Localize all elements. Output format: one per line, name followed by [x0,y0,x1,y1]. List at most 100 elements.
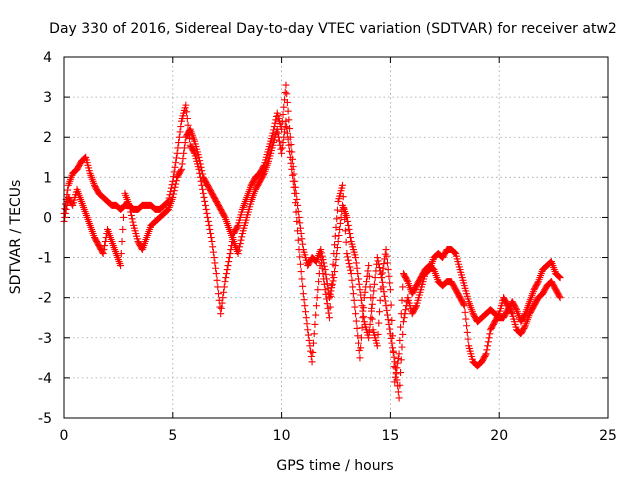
data-point-interp [322,290,330,298]
data-point-interp [283,90,291,98]
data-point-interp [320,275,328,283]
data-point-interp [345,260,353,268]
data-point-interp [486,330,494,338]
data-point [321,266,329,274]
data-point [99,250,107,258]
data-point-interp [196,160,204,168]
data-point-interp [117,250,125,258]
data-point-interp [236,240,244,248]
chart-title: Day 330 of 2016, Sidereal Day-to-day VTE… [49,21,617,37]
data-point-interp [206,225,214,233]
data-point [282,117,290,125]
data-point-interp [170,173,178,181]
data-point-interp [218,299,226,307]
data-point [352,254,360,262]
data-point-interp [296,219,304,227]
data-point-interp [368,315,376,323]
data-point-interp [196,157,204,165]
data-point-interp [180,149,188,157]
data-point [282,81,290,89]
data-point-interp [366,320,374,328]
data-point-interp [222,270,230,278]
data-point-interp [381,292,389,300]
data-point-interp [390,353,398,361]
data-point-interp [199,170,207,178]
data-point-interp [464,335,472,343]
data-point-interp [61,213,69,221]
data-point-interp [293,195,301,203]
data-point-interp [172,177,180,185]
data-point-interp [294,227,302,235]
data-point [308,358,316,366]
data-point-interp [299,240,307,248]
data-point-interp [341,227,349,235]
data-point-interp [365,327,373,335]
data-point [382,302,390,310]
data-point-interp [367,294,375,302]
data-point [356,354,364,362]
data-point-interp [226,250,234,258]
data-point-interp [299,282,307,290]
data-point-interp [310,330,318,338]
y-tick-label: -4 [38,371,52,387]
data-point-interp [392,369,400,377]
data-point-interp [317,259,325,267]
data-point-interp [279,139,287,147]
data-point-interp [393,364,401,372]
data-point-interp [336,225,344,233]
data-point-interp [292,208,300,216]
data-point-interp [220,212,228,220]
data-point-interp [351,303,359,311]
data-point-interp [353,324,361,332]
data-point-interp [387,301,395,309]
data-point [321,286,329,294]
data-point [334,238,342,246]
data-point-interp [367,314,375,322]
data-point-interp [297,229,305,237]
data-point-interp [203,209,211,217]
data-point [117,262,125,270]
data-point-interp [283,123,291,131]
data-point [173,149,181,157]
data-point-interp [279,110,287,118]
data-point-interp [318,264,326,272]
data-point-interp [326,303,334,311]
data-point-interp [385,320,393,328]
data-point-interp [384,266,392,274]
data-point [286,153,294,161]
data-point-interp [380,260,388,268]
data-point [460,302,468,310]
data-point-interp [374,330,382,338]
data-point-interp [336,219,344,227]
data-point-interp [219,294,227,302]
data-point-interp [325,309,333,317]
y-tick-label: -5 [38,411,52,427]
data-point [182,101,190,109]
data-point-interp [225,258,233,266]
data-point-interp [68,200,76,208]
plot-frame [63,56,609,419]
data-point-interp [370,287,378,295]
data-point-interp [398,296,406,304]
data-point-interp [118,238,126,246]
data-point-interp [236,243,244,251]
data-point-interp [302,308,310,316]
data-point-interp [199,185,207,193]
data-point-interp [126,205,134,213]
data-point [317,246,325,254]
data-point-interp [61,209,69,217]
data-point-interp [283,98,291,106]
data-point-interp [327,292,335,300]
data-point-interp [177,167,185,175]
data-point-interp [286,125,294,133]
data-point-interp [298,235,306,243]
data-point-interp [346,263,354,271]
data-point [482,350,490,358]
data-point-interp [127,208,135,216]
series-2 [60,117,564,386]
data-point-interp [213,276,221,284]
data-point-interp [201,201,209,209]
data-point-interp [297,268,305,276]
data-point-interp [290,183,298,191]
data-point-interp [128,215,136,223]
